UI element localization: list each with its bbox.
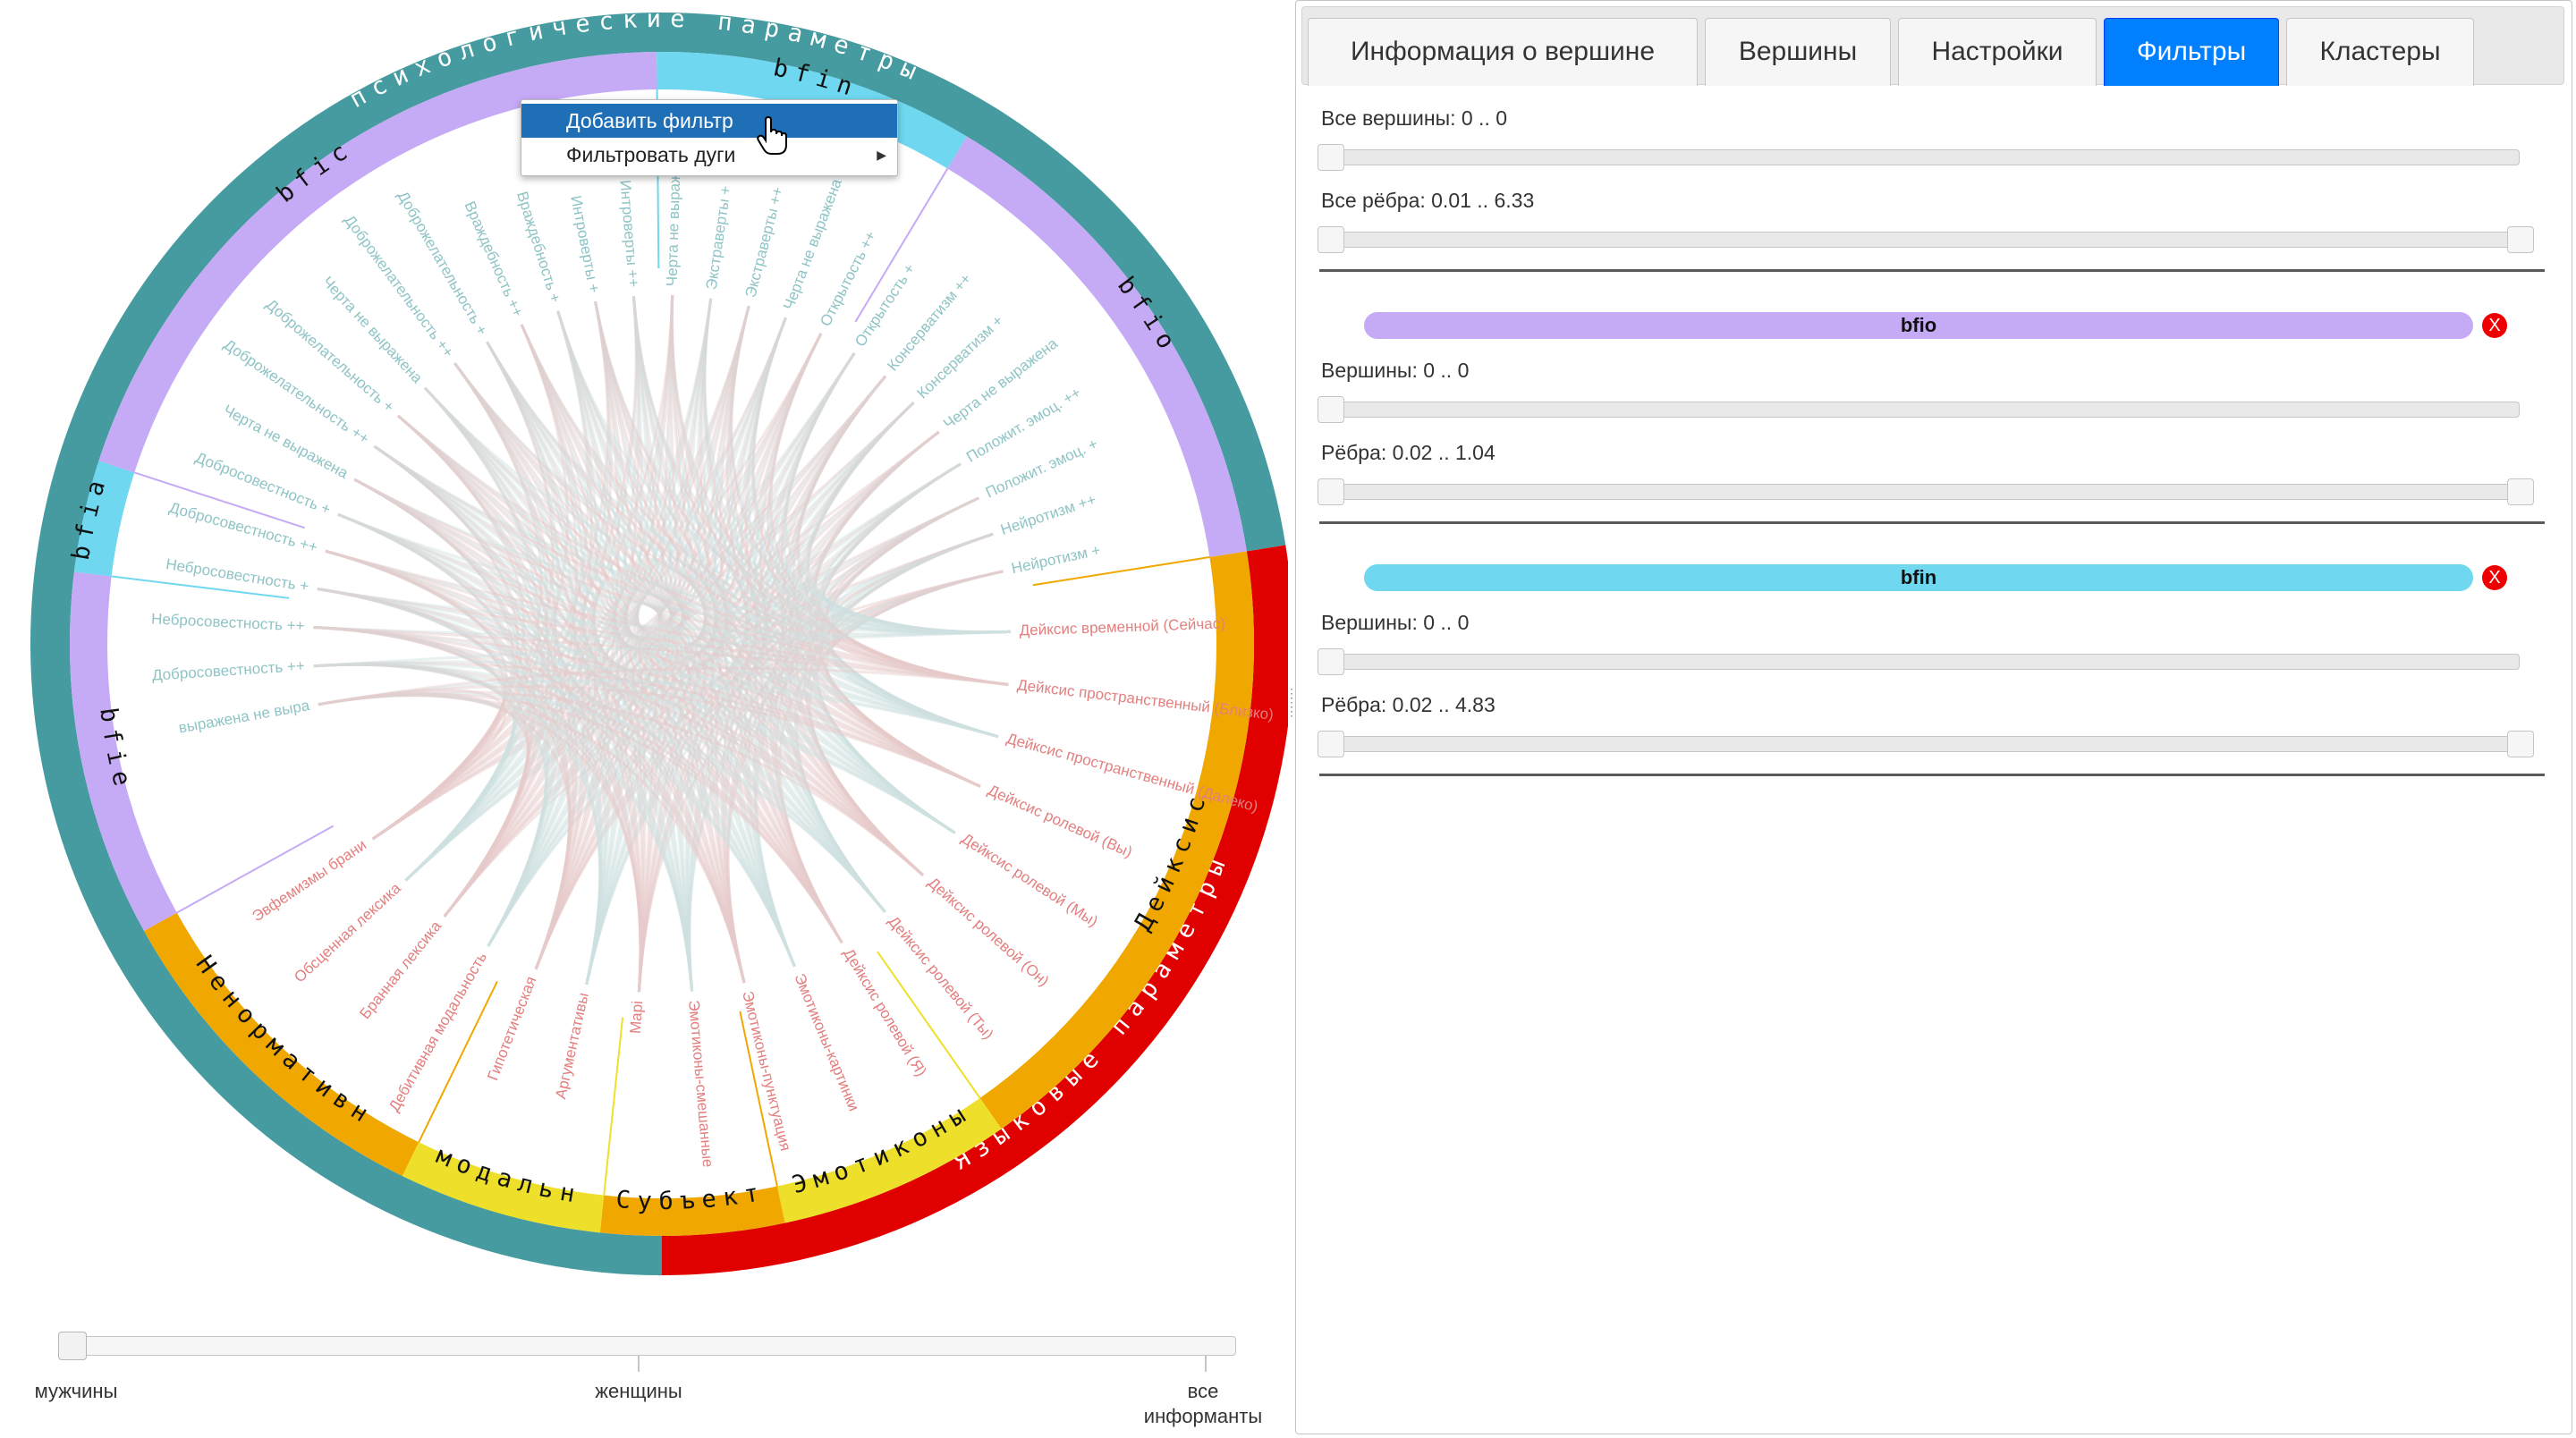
bfio-edges-label: Рёбра: 0.02 .. 1.04 bbox=[1321, 441, 1496, 464]
segment-boundary bbox=[176, 825, 335, 914]
segment-boundary bbox=[111, 575, 290, 599]
inner-ring-segment[interactable] bbox=[144, 912, 419, 1177]
node-label[interactable]: Нейротизм ++ bbox=[998, 491, 1098, 538]
context-menu: Добавить фильтр Фильтровать дуги ▶ bbox=[521, 99, 898, 176]
node-label[interactable]: Черта не выражена bbox=[663, 147, 684, 286]
node-label[interactable]: Эмотиконы-пунктуация bbox=[739, 989, 794, 1153]
bfio-edges-handle-max[interactable] bbox=[2507, 478, 2534, 505]
slider-label-men: мужчины bbox=[34, 1380, 118, 1402]
bfin-vertices-slider[interactable] bbox=[1319, 654, 2520, 670]
tab-vertices[interactable]: Вершины bbox=[1705, 18, 1891, 86]
tab-settings[interactable]: Настройки bbox=[1898, 18, 2097, 86]
inner-ring-segment[interactable] bbox=[73, 461, 135, 577]
inner-ring-segment[interactable] bbox=[98, 52, 657, 473]
submenu-arrow-icon: ▶ bbox=[877, 148, 886, 162]
node-label[interactable]: Интроверты + bbox=[567, 194, 603, 294]
bfin-vertices-handle-min[interactable] bbox=[1318, 648, 1344, 675]
all-vertices-slider[interactable] bbox=[1319, 149, 2520, 165]
bfio-vertices-label: Вершины: 0 .. 0 bbox=[1321, 359, 1470, 382]
side-panel: Информация о вершине Вершины Настройки Ф… bbox=[1295, 0, 2572, 1434]
gender-slider: мужчины женщины все информанты bbox=[27, 1324, 1279, 1438]
tab-filters[interactable]: Фильтры bbox=[2104, 18, 2279, 86]
all-edges-label: Все рёбра: 0.01 .. 6.33 bbox=[1321, 189, 1535, 212]
remove-filter-bfio-button[interactable]: X bbox=[2482, 313, 2507, 338]
chord-diagram-panel: психологические параметры Языковые параме… bbox=[0, 0, 1288, 1438]
node-label[interactable]: Дейксис ролевой (Вы) bbox=[986, 782, 1135, 861]
all-edges-handle-max[interactable] bbox=[2507, 226, 2534, 253]
node-label[interactable]: Эмотиконы-смешанные bbox=[685, 1000, 716, 1169]
inner-ring-segment[interactable] bbox=[979, 551, 1254, 1129]
remove-filter-bfin-button[interactable]: X bbox=[2482, 565, 2507, 590]
bfio-vertices-slider[interactable] bbox=[1319, 402, 2520, 418]
node-label[interactable]: Враждебность + bbox=[513, 190, 564, 305]
slider-tick bbox=[638, 1356, 640, 1372]
node-label[interactable]: выражена не выра bbox=[177, 697, 311, 737]
panel-splitter[interactable]: ⋮ ⋮ ⋮ bbox=[1285, 686, 1298, 718]
divider bbox=[1319, 521, 2545, 524]
tab-vertex-info[interactable]: Информация о вершине bbox=[1308, 18, 1698, 86]
gender-slider-track[interactable] bbox=[58, 1336, 1236, 1356]
inner-ring-segment[interactable] bbox=[70, 571, 177, 931]
node-label[interactable]: Бранная лексика bbox=[356, 918, 445, 1022]
slider-tick bbox=[1205, 1356, 1207, 1372]
node-label[interactable]: Экстраверты ++ bbox=[741, 185, 786, 300]
segment-boundary bbox=[739, 1011, 778, 1187]
all-edges-slider[interactable] bbox=[1319, 232, 2520, 248]
gender-slider-handle[interactable] bbox=[58, 1332, 87, 1360]
node-label[interactable]: Добросовестность ++ bbox=[151, 657, 305, 684]
slider-label-all: все информанты bbox=[1143, 1380, 1263, 1427]
bfio-edges-handle-min[interactable] bbox=[1318, 478, 1344, 505]
bfio-edges-slider[interactable] bbox=[1319, 484, 2520, 500]
inner-ring-segment[interactable] bbox=[599, 1186, 785, 1236]
filter-group-title-bfin: bfin bbox=[1364, 564, 2473, 591]
bfin-edges-handle-max[interactable] bbox=[2507, 731, 2534, 757]
divider bbox=[1319, 774, 2545, 776]
node-label[interactable]: Небросовестность ++ bbox=[151, 610, 305, 634]
bfin-edges-handle-min[interactable] bbox=[1318, 731, 1344, 757]
node-label[interactable]: Экстраверты + bbox=[703, 185, 734, 292]
segment-boundary bbox=[134, 471, 305, 529]
all-edges-handle-min[interactable] bbox=[1318, 226, 1344, 253]
filter-group-title-bfio: bfio bbox=[1364, 312, 2473, 339]
node-label[interactable]: Нейротизм + bbox=[1010, 541, 1102, 577]
node-label[interactable]: Эвфемизмы брани bbox=[249, 836, 369, 925]
hand-cursor-icon bbox=[757, 116, 787, 155]
segment-boundary bbox=[418, 981, 498, 1143]
inner-ring-segment[interactable] bbox=[657, 52, 967, 169]
node-label[interactable]: Дейксис ролевой (Я) bbox=[840, 945, 930, 1079]
menu-item-filter-arcs-label: Фильтровать дуги bbox=[566, 143, 736, 166]
node-label[interactable]: Мapi bbox=[627, 1000, 646, 1034]
inner-ring-segment[interactable] bbox=[776, 1097, 1002, 1223]
all-vertices-handle-min[interactable] bbox=[1318, 144, 1344, 171]
node-label[interactable]: Доброжелательность + bbox=[263, 296, 398, 416]
segment-boundary bbox=[854, 168, 949, 323]
chords bbox=[313, 295, 1011, 993]
inner-ring-segment[interactable] bbox=[402, 1142, 605, 1233]
segment-boundary bbox=[603, 1017, 624, 1196]
tab-clusters[interactable]: Кластеры bbox=[2286, 18, 2474, 86]
menu-item-filter-arcs[interactable]: Фильтровать дуги ▶ bbox=[521, 138, 897, 172]
node-label[interactable]: Доброжелательность ++ bbox=[341, 212, 457, 360]
all-vertices-label: Все вершины: 0 .. 0 bbox=[1321, 106, 1508, 130]
bfin-edges-slider[interactable] bbox=[1319, 736, 2520, 752]
node-label[interactable]: Дейксис временной (Сейчас) bbox=[1019, 614, 1225, 639]
bfin-vertices-label: Вершины: 0 .. 0 bbox=[1321, 611, 1470, 634]
node-label[interactable]: Небросовестность + bbox=[165, 555, 310, 595]
inner-ring-segment[interactable] bbox=[947, 136, 1247, 558]
node-label[interactable]: Аргументативы bbox=[552, 991, 592, 1100]
segment-boundary bbox=[877, 951, 981, 1099]
menu-item-add-filter[interactable]: Добавить фильтр bbox=[521, 104, 897, 138]
node-label[interactable]: Доброжелательность ++ bbox=[221, 336, 373, 448]
segment-boundary bbox=[1032, 556, 1210, 587]
slider-label-women: женщины bbox=[595, 1380, 682, 1402]
node-label[interactable]: Обсценная лексика bbox=[291, 879, 404, 985]
bfin-edges-label: Рёбра: 0.02 .. 4.83 bbox=[1321, 693, 1496, 716]
node-label[interactable]: Эмотиконы-картинки bbox=[791, 971, 862, 1113]
tab-bar: Информация о вершине Вершины Настройки Ф… bbox=[1301, 6, 2564, 86]
node-label[interactable]: Интроверты ++ bbox=[616, 180, 642, 288]
bfio-vertices-handle-min[interactable] bbox=[1318, 396, 1344, 423]
divider bbox=[1319, 269, 2545, 272]
